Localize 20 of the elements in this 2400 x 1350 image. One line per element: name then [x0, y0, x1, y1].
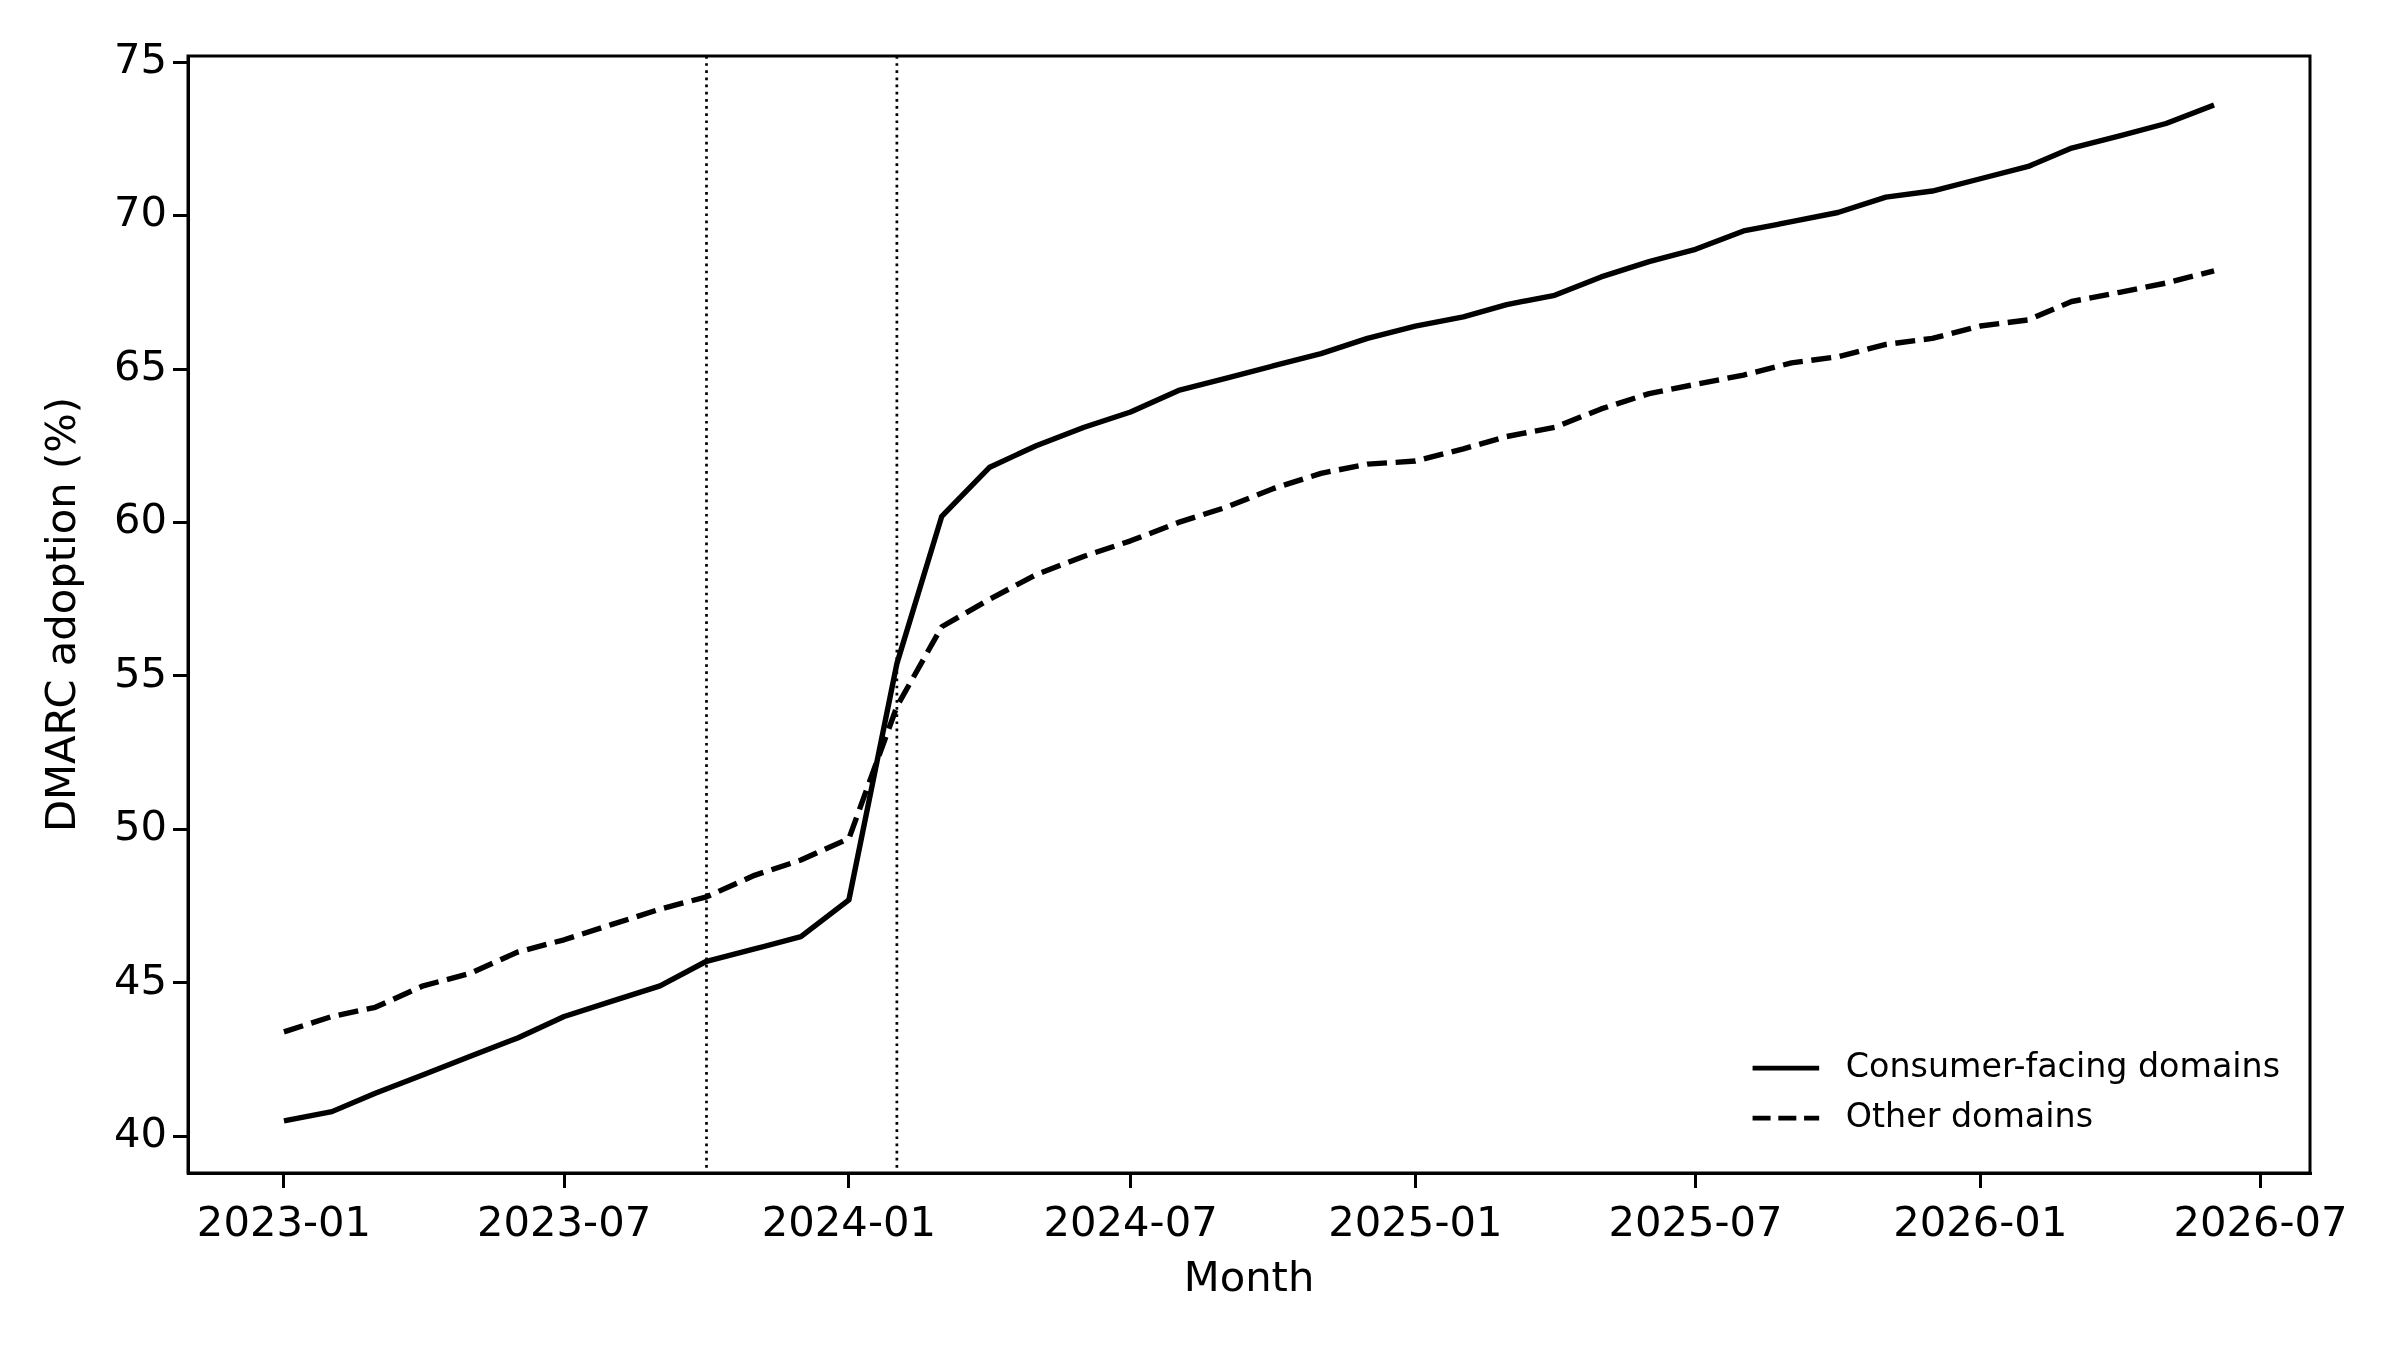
x-tick-label: 2024-07: [1043, 1196, 1218, 1246]
x-tick-label: 2025-07: [1608, 1196, 1783, 1246]
x-tick-label: 2026-07: [2173, 1196, 2348, 1246]
x-tick-label: 2025-01: [1328, 1196, 1503, 1246]
x-tick-label: 2024-01: [761, 1196, 936, 1246]
x-axis-title: Month: [1183, 1251, 1315, 1301]
y-tick-label: 70: [113, 187, 167, 237]
legend-label: Consumer-facing domains: [1845, 1045, 2281, 1085]
y-tick-label: 50: [113, 801, 167, 851]
y-axis-title: DMARC adoption (%): [35, 396, 85, 833]
y-tick-label: 65: [113, 340, 167, 390]
legend-label: Other domains: [1845, 1095, 2093, 1135]
y-tick-label: 45: [113, 954, 167, 1004]
y-tick-label: 60: [113, 494, 167, 544]
x-tick-label: 2026-01: [1893, 1196, 2068, 1246]
y-tick-label: 40: [113, 1108, 167, 1158]
y-tick-label: 75: [113, 33, 167, 83]
x-tick-label: 2023-07: [477, 1196, 652, 1246]
x-tick-label: 2023-01: [196, 1196, 372, 1246]
y-tick-label: 55: [113, 647, 167, 697]
